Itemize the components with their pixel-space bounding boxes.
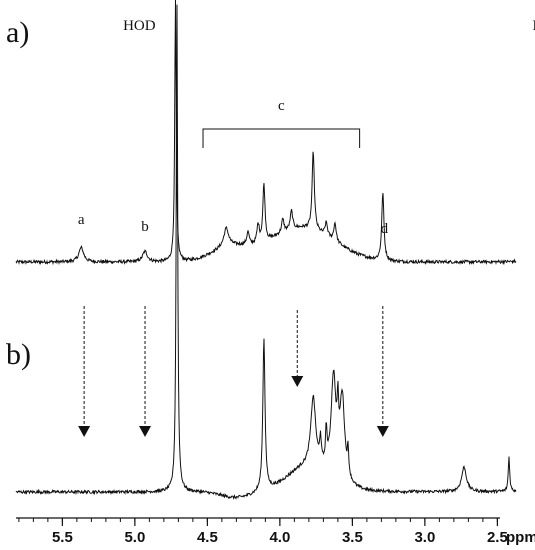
- peak-labels-a: abcde: [78, 98, 389, 237]
- spectrum-a-panel: a) HODNaOAc abcde: [6, 0, 535, 266]
- panel-a-label: a): [6, 16, 29, 49]
- peak-label-c: c: [278, 98, 285, 114]
- x-axis-label: ppm: [506, 529, 535, 546]
- annotation-hod: HOD: [123, 18, 156, 34]
- arrow-head-2: [139, 426, 152, 437]
- panel-b-label: b): [6, 338, 31, 371]
- x-axis-ticks: 5.55.04.54.03.53.02.52.0: [18, 518, 508, 546]
- annotation-naoac: NaOAc: [533, 18, 535, 34]
- x-tick-label: 4.0: [269, 529, 290, 546]
- annotations-a: HOD NaOAc: [123, 18, 535, 34]
- arrow-head-4: [376, 426, 389, 437]
- x-tick-label: 5.5: [52, 529, 73, 546]
- spectrum-b-panel: b): [6, 4, 517, 500]
- peak-label-d: d: [381, 221, 389, 237]
- x-tick-label: 5.0: [124, 529, 145, 546]
- x-tick-label: 3.5: [342, 529, 363, 546]
- x-tick-label: 3.0: [414, 529, 435, 546]
- peak-label-b: b: [141, 219, 149, 235]
- arrow-head-3: [291, 376, 304, 387]
- arrow-head-1: [78, 426, 91, 437]
- bracket-c: [202, 128, 361, 148]
- x-tick-label: 2.5: [487, 529, 508, 546]
- spectrum-a-trace: [15, 0, 517, 266]
- arrows-b: [78, 306, 389, 437]
- x-axis: 5.55.04.54.03.53.02.52.0 ppm: [16, 517, 535, 546]
- x-tick-label: 4.5: [197, 529, 218, 546]
- spectrum-b-trace: [15, 4, 517, 500]
- peak-label-a: a: [78, 212, 85, 228]
